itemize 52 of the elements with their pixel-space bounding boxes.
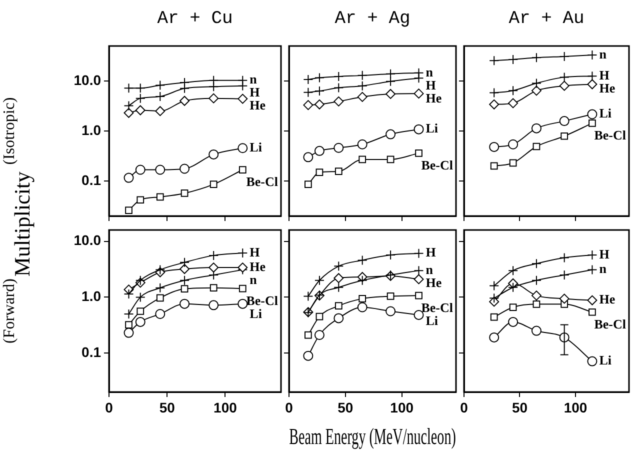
series-label: n bbox=[250, 72, 258, 87]
series-label: He bbox=[426, 90, 442, 106]
x-tick-label: 0 bbox=[460, 399, 468, 416]
series-label: Li bbox=[599, 352, 612, 368]
series-label: n bbox=[426, 262, 434, 277]
x-tick-label: 0 bbox=[285, 399, 294, 416]
series-label: Li bbox=[426, 312, 438, 328]
x-tick-label: 100 bbox=[390, 399, 414, 416]
y-tick-label: 0.1 bbox=[82, 172, 102, 188]
series-label: Be-Cl bbox=[594, 128, 626, 143]
series-label: Be-Cl bbox=[246, 292, 278, 308]
series-label: Li bbox=[426, 120, 438, 136]
x-tick-label: 100 bbox=[214, 399, 238, 416]
y-tick-label: 0.1 bbox=[82, 344, 102, 360]
x-tick-label: 50 bbox=[512, 399, 528, 416]
x-axis-title: Beam Energy (MeV/nucleon) bbox=[289, 424, 456, 450]
x-tick-label: 100 bbox=[564, 399, 588, 416]
chart-title: Ar + Ag bbox=[334, 8, 410, 29]
series-label: Li bbox=[250, 139, 262, 154]
series-label: He bbox=[599, 292, 616, 307]
series-label: He bbox=[426, 274, 442, 290]
chart-title: Ar + Cu bbox=[157, 8, 233, 29]
series-label: H bbox=[599, 246, 610, 262]
series-label: n bbox=[599, 46, 608, 62]
chart-title: Ar + Au bbox=[508, 8, 584, 29]
series-label: Be-Cl bbox=[421, 300, 454, 315]
x-tick-label: 50 bbox=[338, 399, 354, 416]
series-label: H bbox=[426, 244, 436, 260]
series-label: n bbox=[250, 272, 258, 287]
series-label: Be-Cl bbox=[246, 174, 278, 190]
y-axis-title: (Isotropic) bbox=[0, 97, 18, 165]
series-label: H bbox=[250, 84, 260, 100]
series-label: He bbox=[250, 98, 266, 113]
series-label: Be-Cl bbox=[594, 316, 626, 332]
x-tick-label: 0 bbox=[105, 399, 114, 416]
series-label: He bbox=[250, 258, 266, 274]
series-label: He bbox=[599, 80, 616, 96]
series-label: H bbox=[426, 77, 436, 92]
series-label: Be-Cl bbox=[421, 158, 454, 173]
y-tick-label: 1.0 bbox=[82, 122, 102, 138]
series-label: Li bbox=[250, 306, 262, 321]
series-label: H bbox=[250, 244, 260, 260]
series-label: H bbox=[599, 67, 610, 82]
series-label: n bbox=[599, 261, 608, 276]
y-tick-label: 10.0 bbox=[74, 72, 102, 88]
series-label: n bbox=[426, 64, 434, 80]
series-label: Li bbox=[599, 106, 612, 121]
y-tick-label: 10.0 bbox=[74, 232, 102, 248]
x-tick-label: 50 bbox=[159, 399, 176, 416]
y-tick-label: 1.0 bbox=[82, 288, 102, 304]
text: Multiplicity bbox=[9, 171, 36, 277]
y-axis-title: (Forward) bbox=[0, 278, 18, 344]
